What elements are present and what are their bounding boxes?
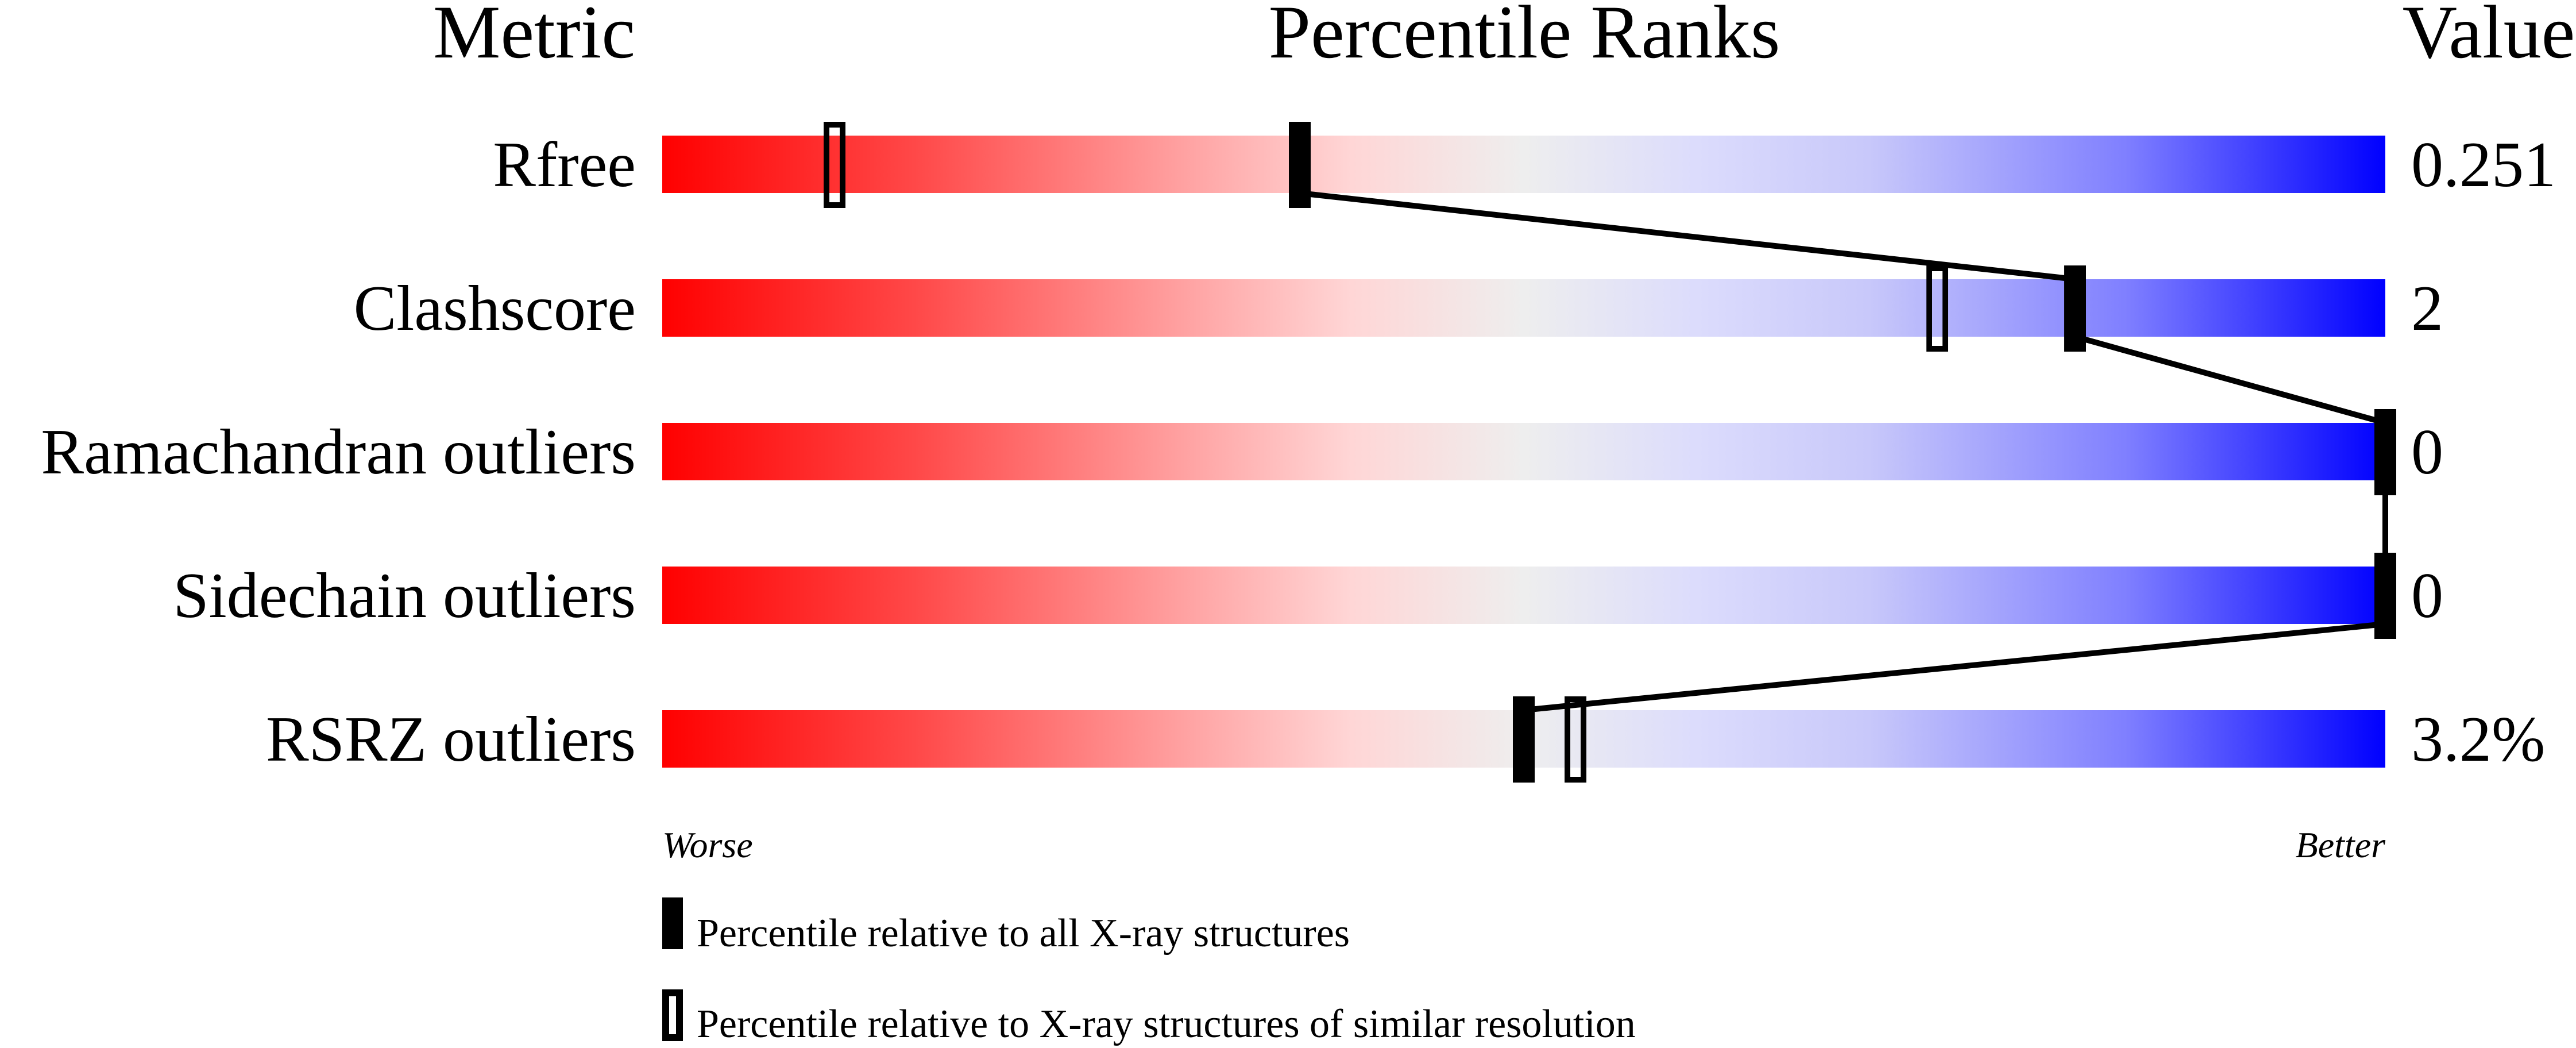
percentile-bar [662,279,2385,337]
metric-value: 3.2% [2411,704,2545,775]
metric-value: 0.251 [2411,129,2556,201]
header-value: Value [2403,0,2575,74]
marker-similar-resolution [1926,265,1948,352]
header-metric: Metric [433,0,635,74]
metric-label: Ramachandran outliers [41,417,636,488]
metric-value: 0 [2411,417,2443,488]
marker-all-structures [1513,696,1535,783]
metric-label: Rfree [493,129,636,201]
percentile-bar [662,136,2385,193]
percentile-bar [662,423,2385,480]
marker-all-structures [2374,409,2396,495]
better-label: Better [2296,824,2386,865]
legend-open-marker [662,989,683,1041]
legend-filled-marker [662,897,683,949]
metric-value: 0 [2411,560,2443,631]
marker-similar-resolution [824,122,845,208]
percentile-bar [662,567,2385,624]
marker-all-structures [2064,265,2086,352]
marker-similar-resolution [1565,696,1586,783]
header-percentile-ranks: Percentile Ranks [1269,0,1781,74]
legend-filled-label: Percentile relative to all X-ray structu… [697,911,1350,955]
metric-label: Sidechain outliers [173,560,636,631]
marker-all-structures [1289,122,1311,208]
metric-value: 2 [2411,273,2443,344]
metric-label: RSRZ outliers [266,704,636,775]
metric-label: Clashscore [354,273,636,344]
worse-label: Worse [662,824,753,865]
marker-all-structures [2374,553,2396,639]
legend-open-label: Percentile relative to X-ray structures … [697,1002,1636,1046]
